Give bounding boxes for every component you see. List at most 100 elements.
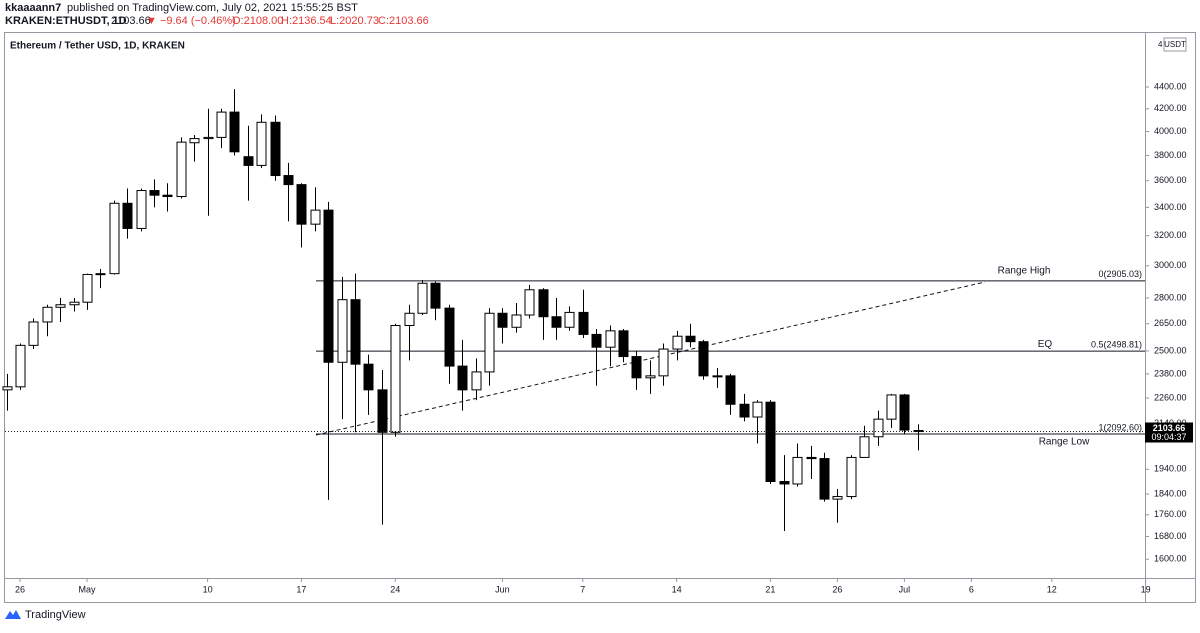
candle-body — [457, 365, 468, 391]
y-tick-label: 3200.00 — [1154, 230, 1187, 240]
x-tick-label: 19 — [1141, 584, 1151, 594]
y-tick-label: 2260.00 — [1154, 392, 1187, 402]
x-tick-label: 7 — [580, 584, 585, 594]
x-tick-label: 10 — [203, 584, 213, 594]
x-tick-label: 17 — [296, 584, 306, 594]
candle-body — [551, 316, 562, 328]
candle-body — [846, 456, 857, 498]
candle-body — [122, 202, 133, 229]
x-tick-label: 26 — [832, 584, 842, 594]
candle-body — [69, 301, 80, 306]
author: kkaaaann7 — [5, 2, 61, 14]
y-tick-label: 1600.00 — [1154, 554, 1187, 564]
candle-body — [806, 456, 817, 460]
countdown-label: 09:04:37 — [1151, 432, 1186, 442]
candle-body — [899, 394, 910, 431]
candle-body — [873, 418, 884, 438]
candle-body — [363, 363, 374, 391]
candle-body — [605, 330, 616, 348]
candle-body — [578, 311, 589, 335]
chart-title: Ethereum / Tether USD, 1D, KRAKEN — [10, 41, 185, 52]
price: 2103.66 — [111, 15, 151, 27]
x-tick-label: 12 — [1047, 584, 1057, 594]
candle-body — [779, 480, 790, 485]
level-name: EQ — [1038, 339, 1053, 350]
y-tick-label: 4200.00 — [1154, 103, 1187, 113]
candle-body — [725, 375, 736, 405]
candle-body — [497, 312, 508, 328]
level-label: 1(2092.60) — [1098, 422, 1142, 432]
candle-body — [886, 394, 897, 420]
candle-body — [377, 389, 388, 433]
y-tick-label: 4000.00 — [1154, 126, 1187, 136]
candle-body — [109, 202, 120, 275]
candle-body — [95, 273, 106, 276]
scale-badge: 4 — [1158, 40, 1163, 49]
footer-brand: TradingView — [25, 609, 86, 621]
candle-body — [296, 184, 307, 225]
level-name: Range High — [998, 265, 1051, 276]
currency-badge: USDT — [1164, 40, 1186, 49]
x-tick-label: Jun — [495, 584, 510, 594]
x-tick-label: May — [78, 584, 96, 594]
x-tick-label: 21 — [765, 584, 775, 594]
published: published on TradingView.com, July 02, 2… — [67, 2, 358, 14]
y-tick-label: 2650.00 — [1154, 318, 1187, 328]
open: O:2108.00 — [232, 15, 283, 27]
level-name: Range Low — [1039, 437, 1090, 448]
candle-body — [270, 121, 281, 177]
low: L:2020.73 — [330, 15, 379, 27]
candle-body — [323, 209, 334, 363]
plot: 4400.00 4200.00 4000.00 3800.00 3600.00 3400.… — [2, 81, 1193, 594]
candle-body — [765, 401, 776, 482]
candle-body — [484, 312, 495, 373]
y-tick-label: 1840.00 — [1154, 488, 1187, 498]
candle-body — [256, 121, 267, 166]
candle-body — [149, 190, 160, 196]
candle-body — [444, 307, 455, 367]
candle-body — [176, 141, 187, 198]
x-tick-label: 26 — [15, 584, 25, 594]
candle-body — [712, 375, 723, 378]
candle-body — [162, 194, 173, 198]
candle-body — [832, 496, 843, 500]
candle-body — [229, 111, 240, 153]
candle-body — [82, 273, 93, 303]
candle-body — [404, 312, 415, 326]
candle-body — [591, 333, 602, 348]
candle-body — [430, 282, 441, 309]
candle-body — [28, 321, 39, 346]
y-tick-label: 3400.00 — [1154, 202, 1187, 212]
candle-body — [819, 458, 830, 500]
candle-body — [698, 341, 709, 377]
candle-body — [859, 436, 870, 458]
y-tick-label: 1940.00 — [1154, 464, 1187, 474]
candle-body — [55, 304, 66, 308]
candle-body — [390, 324, 401, 433]
y-tick-label: 1680.00 — [1154, 531, 1187, 541]
last-price-box — [1145, 422, 1193, 443]
candle-body — [752, 401, 763, 418]
candle-body — [42, 306, 53, 323]
tradingview-logo — [5, 610, 21, 619]
candle-body — [538, 289, 549, 318]
candle-body — [739, 403, 750, 418]
chart-frame — [4, 32, 1196, 603]
candle-body — [792, 456, 803, 485]
candle-body — [216, 111, 227, 138]
candle-body — [189, 138, 200, 144]
candle-body — [136, 190, 147, 229]
candle-body — [471, 371, 482, 391]
close: C:2103.66 — [378, 15, 429, 27]
candle-body — [417, 282, 428, 314]
currency-badge-box — [1163, 37, 1187, 52]
candle-body — [243, 156, 254, 166]
candle-body — [658, 348, 669, 377]
last-price-label: 2103.66 — [1153, 423, 1186, 433]
trend-line — [315, 281, 986, 436]
candle-body — [203, 136, 214, 140]
y-tick-label: 1760.00 — [1154, 509, 1187, 519]
x-tick-label: 24 — [390, 584, 400, 594]
y-tick-label: 2380.00 — [1154, 368, 1187, 378]
